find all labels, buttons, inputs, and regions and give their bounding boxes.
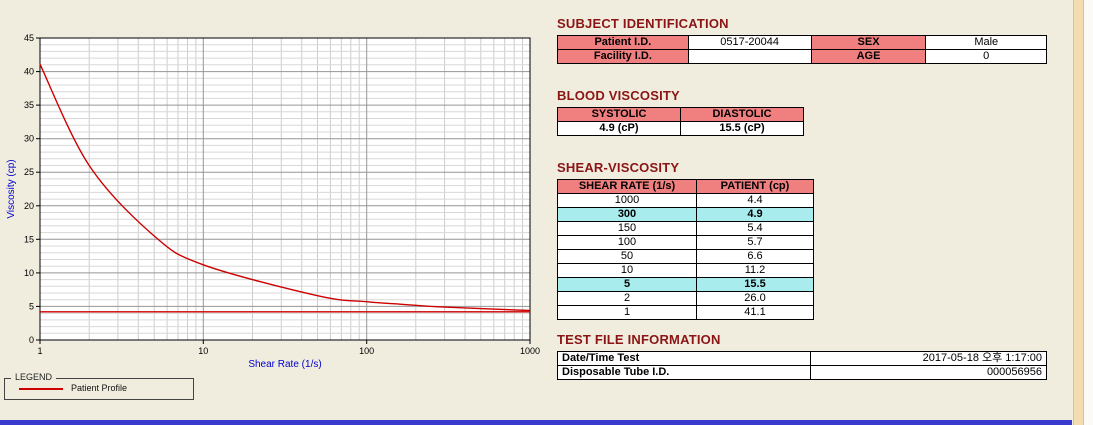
svg-text:10: 10: [24, 268, 34, 278]
viscosity-chart: 0 5 10 15 20 25 30 35 40 45 1 10 100 1000 Shear Rate (…: [6, 33, 540, 370]
svg-text:20: 20: [24, 201, 34, 211]
svg-text:45: 45: [24, 33, 34, 43]
subject-identification-table: Patient I.D. 0517-20044 SEX Male Facilit…: [557, 35, 1047, 64]
table-row: SYSTOLIC DIASTOLIC: [557, 107, 804, 122]
svg-text:10: 10: [198, 346, 208, 356]
shear-row: 300 4.9: [557, 207, 814, 222]
shear-row: 2 26.0: [557, 291, 814, 306]
patient-cp-header: PATIENT (cp): [696, 179, 814, 194]
shear-rate-cell: 5: [557, 277, 697, 292]
table-row: Facility I.D. AGE 0: [557, 49, 1047, 64]
svg-text:40: 40: [24, 67, 34, 77]
date-time-label: Date/Time Test: [556, 351, 812, 366]
tube-id-value: 000056956: [810, 365, 1047, 380]
shear-value-cell: 6.6: [696, 249, 814, 264]
shear-row: 1000 4.4: [557, 193, 814, 208]
report-panel: SUBJECT IDENTIFICATION Patient I.D. 0517…: [556, 16, 1051, 380]
bottom-accent-bar: [0, 420, 1072, 425]
svg-text:5: 5: [29, 301, 34, 311]
scrollbar[interactable]: [1073, 0, 1084, 425]
svg-text:1: 1: [37, 346, 42, 356]
legend-line-sample: [19, 388, 63, 390]
shear-value-cell: 5.7: [696, 235, 814, 250]
shear-row: 50 6.6: [557, 249, 814, 264]
patient-id-label: Patient I.D.: [557, 35, 689, 50]
shear-value-cell: 26.0: [696, 291, 814, 306]
date-time-value: 2017-05-18 오후 1:17:00: [810, 351, 1047, 366]
svg-text:25: 25: [24, 167, 34, 177]
svg-text:30: 30: [24, 134, 34, 144]
svg-text:100: 100: [359, 346, 374, 356]
diastolic-value: 15.5 (cP): [680, 121, 804, 136]
shear-rate-cell: 50: [557, 249, 697, 264]
shear-rate-cell: 1: [557, 305, 697, 320]
table-row: 4.9 (cP) 15.5 (cP): [557, 121, 804, 136]
age-value: 0: [925, 49, 1047, 64]
shear-rate-header: SHEAR RATE (1/s): [557, 179, 697, 194]
legend-box: LEGEND Patient Profile: [4, 372, 194, 400]
svg-text:35: 35: [24, 100, 34, 110]
shear-viscosity-title: SHEAR-VISCOSITY: [557, 160, 680, 175]
systolic-header: SYSTOLIC: [557, 107, 681, 122]
sex-value: Male: [925, 35, 1047, 50]
shear-rate-cell: 1000: [557, 193, 697, 208]
facility-id-value: [687, 49, 812, 64]
shear-rate-cell: 150: [557, 221, 697, 236]
shear-value-cell: 4.9: [696, 207, 814, 222]
shear-row: 150 5.4: [557, 221, 814, 236]
svg-text:1000: 1000: [520, 346, 540, 356]
facility-id-label: Facility I.D.: [557, 49, 689, 64]
shear-value-cell: 15.5: [696, 277, 814, 292]
test-file-information-title: TEST FILE INFORMATION: [557, 332, 721, 347]
svg-text:Viscosity (cp): Viscosity (cp): [6, 159, 17, 218]
legend-entry-patient-profile: Patient Profile: [71, 383, 128, 393]
shear-rate-cell: 300: [557, 207, 697, 222]
shear-value-cell: 5.4: [696, 221, 814, 236]
shear-value-cell: 11.2: [696, 263, 814, 278]
test-file-information-table: Date/Time Test 2017-05-18 오후 1:17:00 Dis…: [556, 351, 1047, 380]
window-edge: [1084, 0, 1093, 425]
blood-viscosity-table: SYSTOLIC DIASTOLIC 4.9 (cP) 15.5 (cP): [557, 107, 804, 136]
shear-row: 5 15.5: [557, 277, 814, 292]
shear-rate-cell: 2: [557, 291, 697, 306]
shear-value-cell: 41.1: [696, 305, 814, 320]
blood-viscosity-title: BLOOD VISCOSITY: [557, 88, 680, 103]
systolic-value: 4.9 (cP): [557, 121, 681, 136]
svg-text:0: 0: [29, 335, 34, 345]
age-label: AGE: [810, 49, 927, 64]
legend-title: LEGEND: [11, 372, 57, 382]
shear-viscosity-table: SHEAR RATE (1/s) PATIENT (cp) 1000 4.4 3…: [557, 179, 814, 320]
shear-rate-cell: 100: [557, 235, 697, 250]
patient-id-value: 0517-20044: [687, 35, 812, 50]
diastolic-header: DIASTOLIC: [680, 107, 804, 122]
shear-row: 10 11.2: [557, 263, 814, 278]
table-header-row: SHEAR RATE (1/s) PATIENT (cp): [557, 179, 814, 194]
shear-row: 1 41.1: [557, 305, 814, 320]
subject-identification-title: SUBJECT IDENTIFICATION: [557, 16, 729, 31]
shear-rate-cell: 10: [557, 263, 697, 278]
table-row: Patient I.D. 0517-20044 SEX Male: [557, 35, 1047, 50]
svg-text:15: 15: [24, 234, 34, 244]
svg-text:Shear Rate (1/s): Shear Rate (1/s): [248, 359, 321, 370]
table-row: Date/Time Test 2017-05-18 오후 1:17:00: [556, 351, 1047, 366]
table-row: Disposable Tube I.D. 000056956: [556, 365, 1047, 380]
shear-row: 100 5.7: [557, 235, 814, 250]
shear-value-cell: 4.4: [696, 193, 814, 208]
sex-label: SEX: [810, 35, 927, 50]
tube-id-label: Disposable Tube I.D.: [556, 365, 812, 380]
